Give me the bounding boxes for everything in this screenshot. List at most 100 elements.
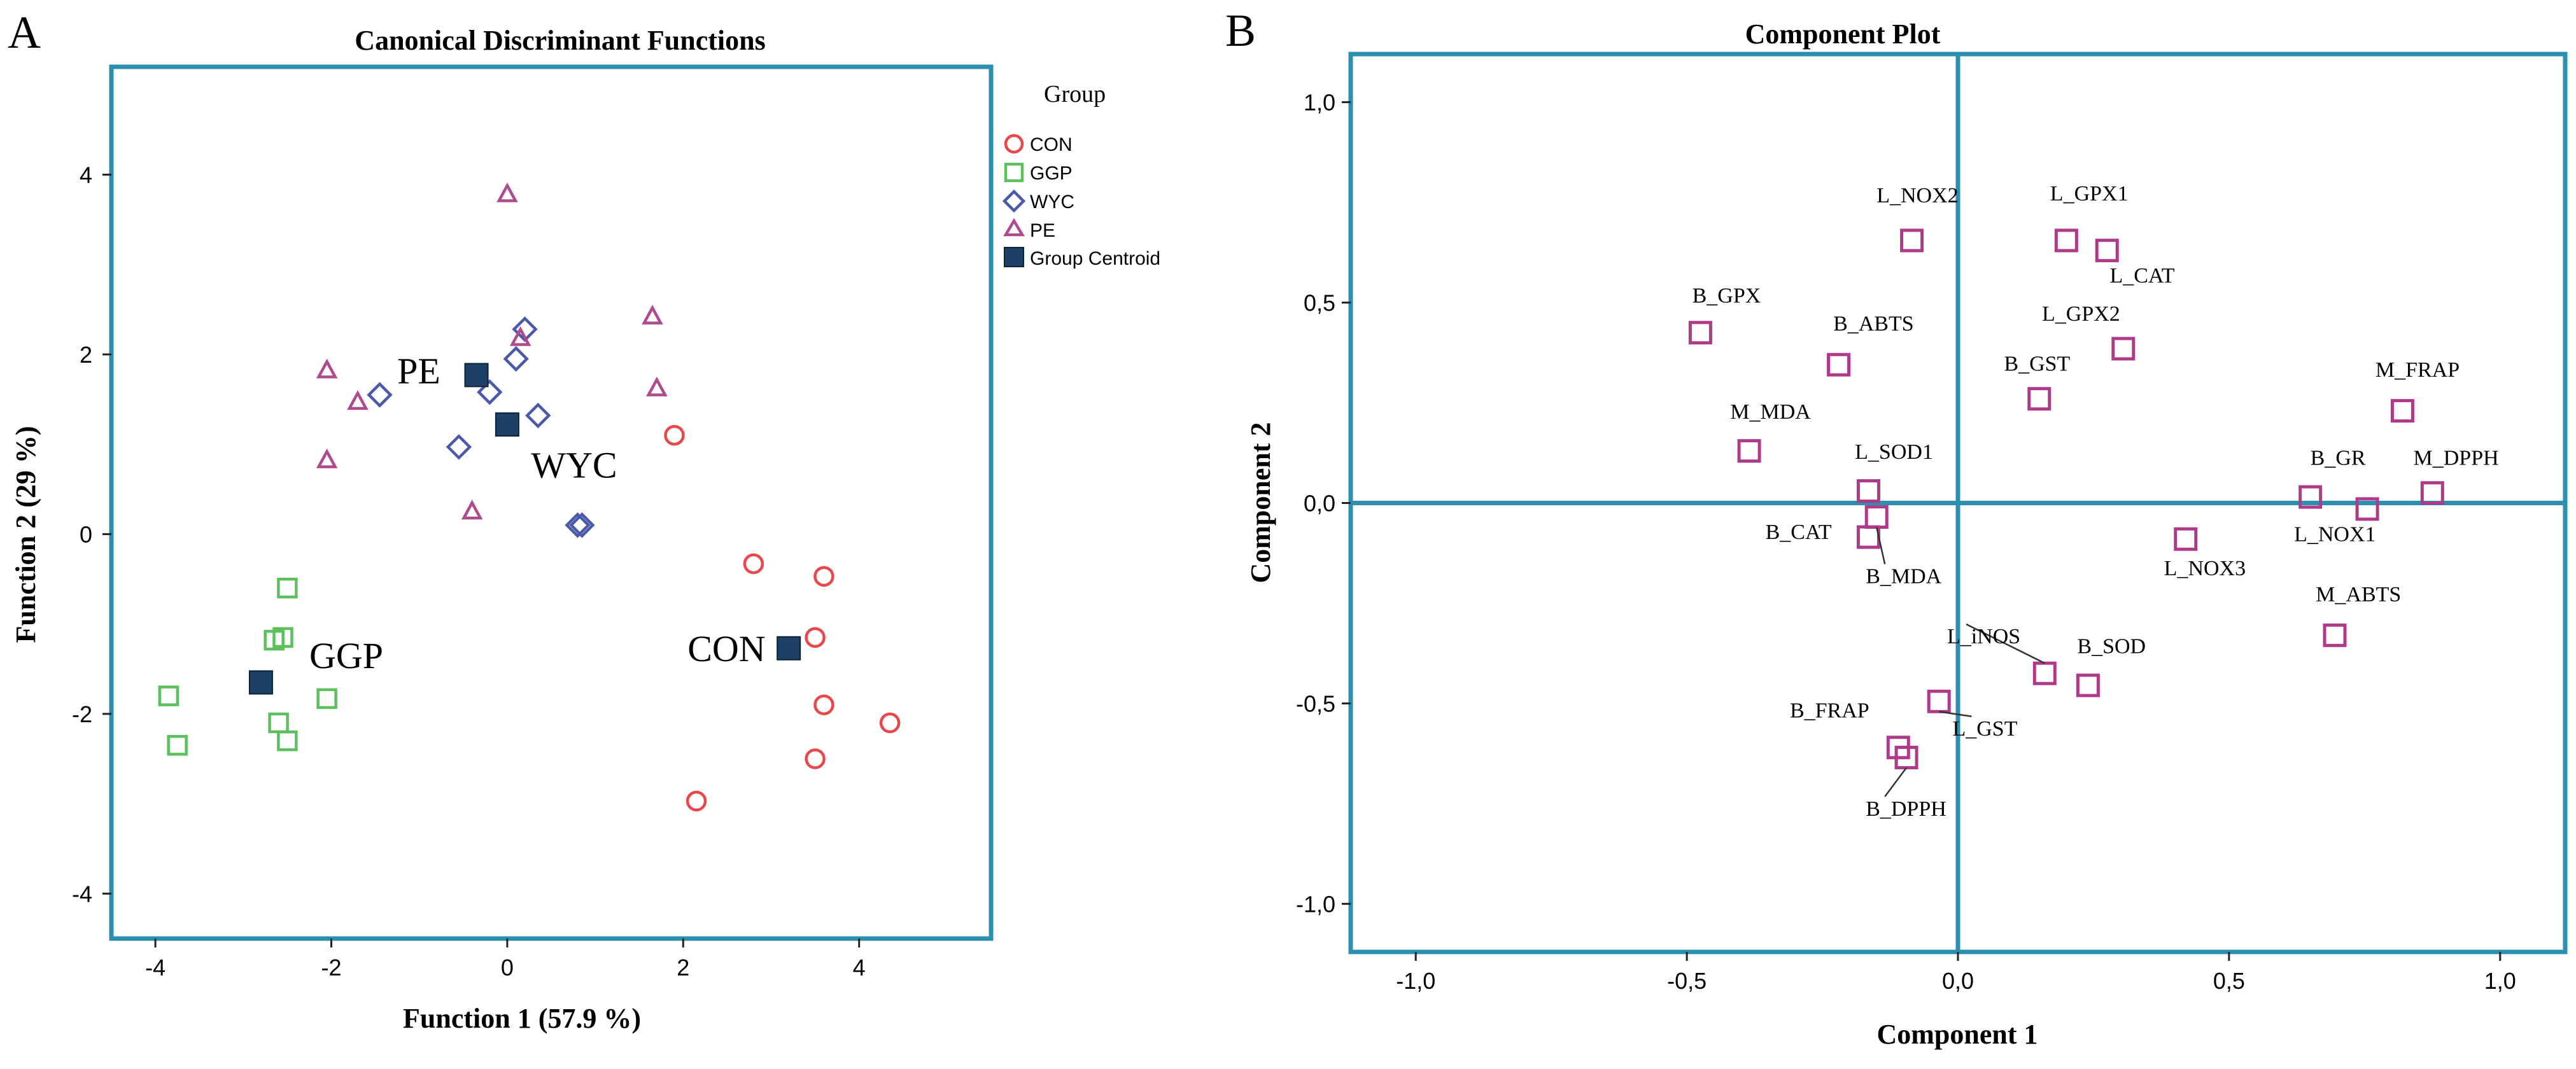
loading-label-b-cat: B_CAT	[1766, 521, 1832, 544]
point-con	[805, 748, 826, 769]
legend-label-wyc: WYC	[1030, 192, 1074, 213]
y-tick-label: 1,0	[1304, 90, 1335, 116]
chart-a-annotations: CON GGP WYC PE	[309, 350, 766, 676]
chart-b-xlabel: Component 1	[1876, 1019, 2038, 1050]
legend-marker-pe	[1003, 218, 1025, 237]
legend-marker-con	[1004, 134, 1024, 154]
point-con	[813, 566, 834, 587]
leader-line-b-dpph	[1884, 767, 1908, 797]
point-ggp	[167, 735, 188, 756]
loading-point-m-dpph	[2420, 481, 2444, 505]
x-tick-label: 0,0	[1942, 968, 1974, 994]
point-con	[743, 553, 764, 575]
loading-label-b-gst: B_GST	[2004, 353, 2070, 376]
point-wyc	[565, 512, 591, 538]
loading-label-l-sod1: L_SOD1	[1855, 440, 1933, 464]
loading-point-b-abts	[1827, 353, 1851, 377]
legend-item-ggp: GGP	[1004, 162, 1073, 184]
y-tick-label: -2	[72, 701, 92, 727]
point-pe	[461, 500, 483, 520]
loading-point-l-nox3	[2174, 527, 2198, 551]
chart-b-title: Component Plot	[1745, 18, 1941, 50]
point-wyc	[503, 346, 529, 372]
point-pe	[509, 326, 531, 346]
y-tick-label: -4	[72, 881, 92, 907]
loading-label-l-nox2: L_NOX2	[1876, 184, 1958, 207]
loading-point-l-cat	[2095, 239, 2119, 263]
y-tick-label: 0	[80, 521, 92, 547]
chart-a-legend: Group CON GGP WYC PE Group Centroid	[1002, 81, 1160, 269]
chart-b-ylabel: Component 2	[1245, 422, 1276, 583]
group-centroid	[464, 363, 489, 388]
point-wyc	[446, 434, 472, 460]
point-con	[813, 694, 834, 716]
chart-a-plot-area	[109, 64, 994, 941]
point-pe	[646, 376, 668, 396]
point-pe	[316, 448, 338, 468]
legend-item-centroid: Group Centroid	[1004, 247, 1160, 269]
loading-label-b-gpx: B_GPX	[1693, 284, 1761, 308]
x-tick-label: 4	[853, 954, 866, 981]
panel-a-discriminant-plot: Canonical Discriminant Functions -4 -2 0 2 4…	[10, 25, 1160, 1034]
legend-title: Group	[1044, 81, 1106, 108]
point-ggp	[272, 627, 293, 648]
chart-a-xlabel: Function 1 (57.9 %)	[403, 1003, 641, 1034]
group-annotation-con: CON	[687, 628, 765, 669]
legend-label-ggp: GGP	[1030, 163, 1073, 184]
group-annotation-ggp: GGP	[309, 635, 383, 676]
leader-line-l-inos	[1966, 623, 2045, 664]
point-ggp	[277, 730, 298, 751]
legend-marker-centroid	[1004, 247, 1024, 267]
legend-marker-wyc	[1002, 189, 1026, 213]
loading-point-l-gpx1	[2054, 228, 2078, 253]
point-con	[686, 790, 707, 812]
loading-point-b-gst	[2027, 387, 2052, 411]
loading-label-b-sod: B_SOD	[2077, 635, 2146, 659]
loading-point-l-sod1	[1856, 479, 1880, 503]
loading-label-m-dpph: M_DPPH	[2414, 447, 2499, 470]
loading-point-m-mda	[1737, 439, 1761, 463]
point-pe	[316, 358, 338, 379]
loading-point-b-gr	[2298, 485, 2323, 509]
x-tick-label: -4	[145, 954, 165, 981]
y-tick-label: -1,0	[1296, 891, 1335, 917]
loading-point-b-gpx	[1688, 321, 1712, 345]
x-tick-label: 0,5	[2213, 968, 2245, 994]
x-tick-label: 2	[677, 954, 689, 981]
loading-label-l-inos: L_iNOS	[1947, 625, 2020, 648]
panel-b-component-plot: Component Plot -1,0 -0,5 0,0 0,5 1,0 -1,0 -0,5…	[1245, 18, 2568, 1050]
loading-label-m-abts: M_ABTS	[2316, 583, 2401, 606]
loading-label-b-mda: B_MDA	[1866, 564, 1941, 588]
point-ggp	[158, 685, 179, 706]
legend-item-pe: PE	[1003, 218, 1055, 241]
x-tick-label: -2	[321, 954, 341, 981]
chart-a-centroids	[248, 363, 801, 695]
x-tick-label: -1,0	[1396, 968, 1435, 994]
loading-label-l-nox3: L_NOX3	[2164, 557, 2246, 580]
loading-point-b-sod	[2076, 673, 2100, 697]
loading-point-l-nox1	[2355, 497, 2379, 521]
y-tick-label: 0,5	[1304, 290, 1335, 316]
point-wyc	[367, 382, 393, 408]
point-con	[805, 627, 826, 648]
point-pe	[642, 304, 663, 325]
y-tick-label: 4	[80, 162, 92, 188]
leader-line-b-mda	[1876, 527, 1886, 564]
chart-b-ticks: -1,0 -0,5 0,0 0,5 1,0 -1,0 -0,5 0,0 0,5 1,0	[1296, 90, 2516, 994]
point-wyc	[569, 512, 595, 538]
group-annotation-wyc: WYC	[531, 445, 617, 486]
chart-b-points: L_NOX2 L_GPX1 L_CAT B_GPX B_ABTS L_GPX2 B_GST M…	[1688, 182, 2499, 821]
chart-a-ticks: -4 -2 0 2 4 -4 -2 0 2 4	[72, 162, 866, 981]
loading-label-m-mda: M_MDA	[1730, 400, 1811, 424]
point-pe	[496, 182, 518, 202]
panel-letter-b: B	[1225, 5, 1256, 56]
loading-label-b-frap: B_FRAP	[1790, 699, 1869, 723]
loading-point-m-abts	[2323, 623, 2347, 647]
chart-a-title: Canonical Discriminant Functions	[355, 25, 765, 56]
point-pe	[347, 390, 369, 410]
loading-point-l-gpx2	[2111, 337, 2136, 361]
legend-label-centroid: Group Centroid	[1030, 248, 1160, 269]
point-wyc	[477, 379, 503, 405]
legend-item-con: CON	[1004, 134, 1073, 155]
legend-marker-ggp	[1004, 162, 1024, 183]
